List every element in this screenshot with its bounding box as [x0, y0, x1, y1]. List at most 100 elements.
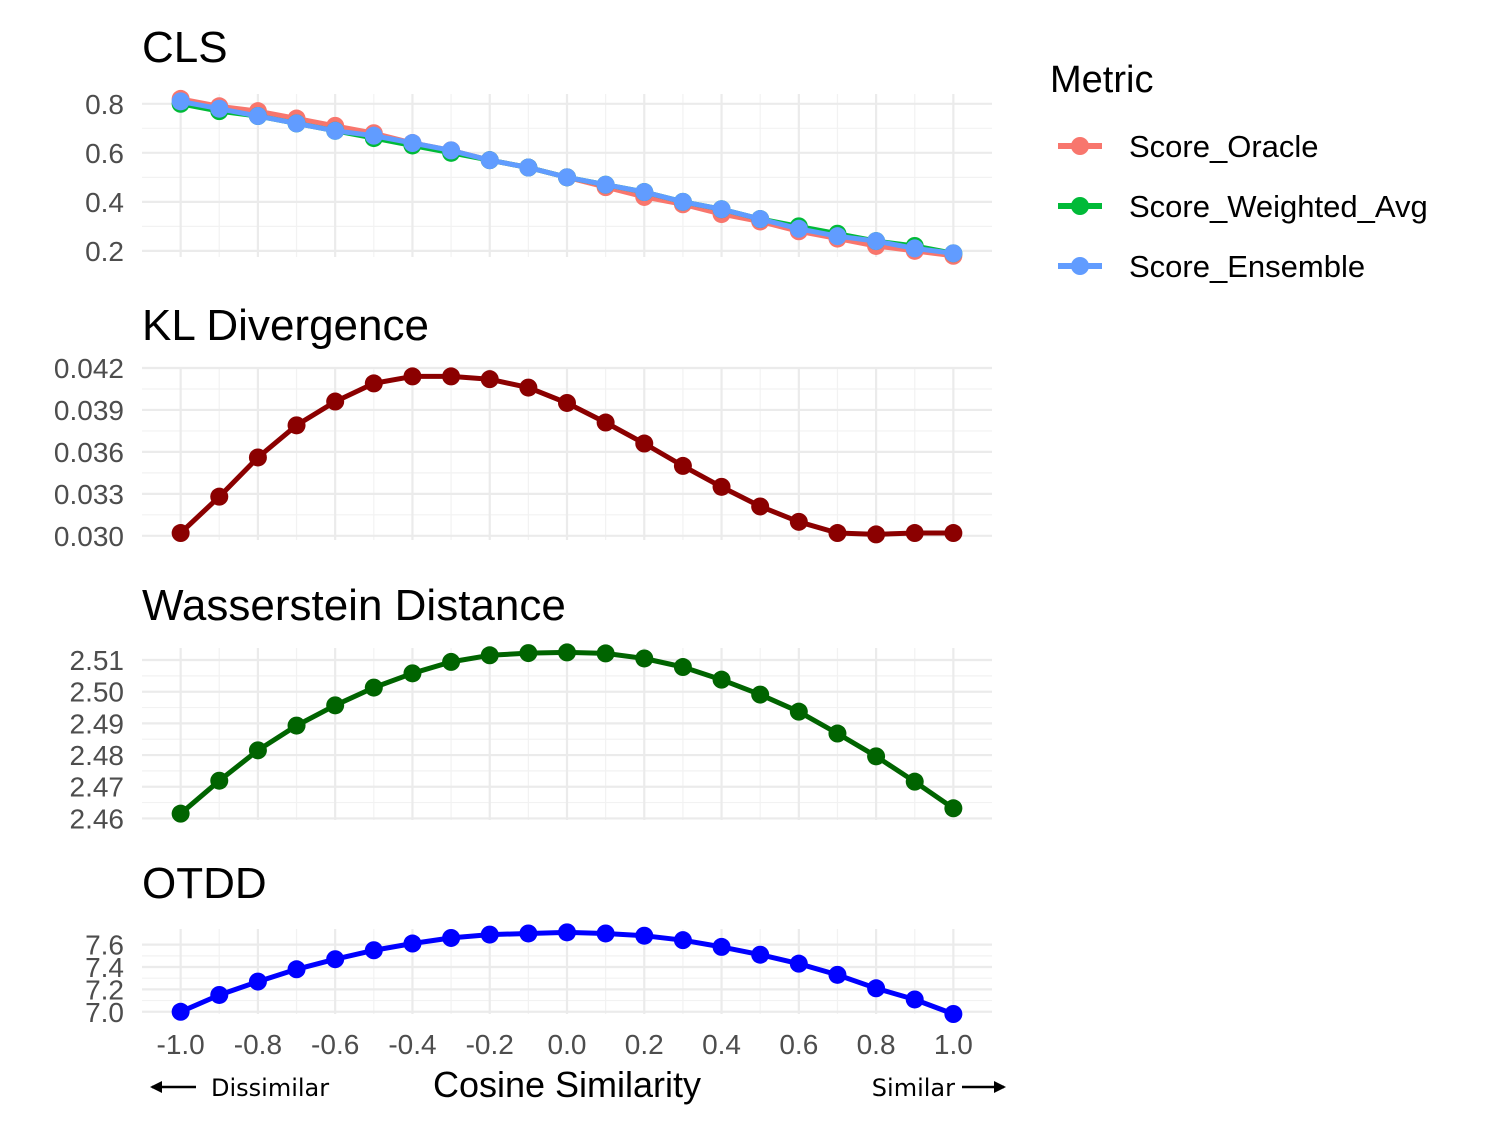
y-tick-label: 7.2 — [85, 974, 124, 1005]
data-point — [364, 678, 383, 697]
data-point — [867, 979, 886, 998]
data-point — [635, 183, 654, 202]
legend-label: Score_Ensemble — [1129, 249, 1365, 284]
x-tick-label: -0.4 — [388, 1029, 436, 1060]
panel-grid — [142, 366, 992, 540]
y-tick-label: 0.030 — [54, 521, 124, 552]
data-point — [558, 393, 576, 412]
data-point — [171, 92, 190, 111]
series-score-ensemble — [171, 92, 963, 263]
data-point — [828, 965, 847, 984]
data-point — [596, 644, 615, 663]
panel-title: CLS — [142, 23, 228, 72]
data-point — [751, 210, 770, 229]
x-tick-label: -0.8 — [234, 1029, 282, 1060]
data-point — [519, 644, 538, 663]
data-point — [558, 168, 576, 187]
data-point — [673, 658, 692, 677]
data-point — [480, 370, 499, 389]
data-point — [248, 972, 267, 991]
data-point — [596, 924, 615, 943]
data-point — [287, 716, 306, 735]
y-tick-label: 2.50 — [70, 677, 125, 708]
data-point — [364, 126, 383, 145]
y-tick-label: 0.4 — [85, 187, 124, 218]
y-tick-label: 2.49 — [70, 708, 125, 739]
data-point — [596, 175, 615, 194]
x-axis: Cosine Similarity — [433, 1064, 701, 1105]
data-point — [403, 664, 422, 683]
data-point — [210, 99, 229, 118]
data-point — [867, 232, 886, 251]
data-point — [867, 747, 886, 766]
x-tick-label: 0.8 — [857, 1029, 896, 1060]
x-tick-label: 0.0 — [548, 1029, 587, 1060]
legend-item-score-weighted-avg: Score_Weighted_Avg — [1058, 189, 1428, 224]
data-point — [480, 925, 499, 944]
x-axis-label: Cosine Similarity — [433, 1064, 701, 1105]
data-point — [442, 367, 461, 386]
series-otdd — [171, 923, 963, 1023]
y-tick-label: 0.2 — [85, 236, 124, 267]
data-point — [210, 771, 229, 790]
data-point — [635, 926, 654, 945]
data-point — [442, 928, 461, 947]
y-tick-label: 0.036 — [54, 437, 124, 468]
legend: Metric Score_Oracle Score_Weighted_Avg S… — [1050, 59, 1428, 284]
data-point — [171, 1002, 190, 1021]
y-tick-label: 2.48 — [70, 740, 125, 771]
y-tick-label: 2.47 — [70, 772, 125, 803]
data-point — [828, 227, 847, 246]
data-point — [712, 200, 731, 219]
legend-item-score-oracle: Score_Oracle — [1058, 129, 1319, 164]
data-point — [635, 649, 654, 668]
y-tick-label: 0.039 — [54, 395, 124, 426]
data-point — [944, 799, 963, 818]
data-point — [905, 524, 924, 543]
data-point — [480, 646, 499, 665]
data-point — [673, 456, 692, 475]
panel-title: Wasserstein Distance — [142, 581, 566, 630]
data-point — [364, 941, 383, 960]
dissimilar-label: Dissimilar — [211, 1074, 329, 1102]
panels-group: CLS 0.2 0.4 0.6 0.8 KL Divergence 0.030 0.033 0.… — [54, 23, 992, 1060]
data-point — [210, 985, 229, 1004]
data-point — [248, 741, 267, 760]
data-point — [635, 434, 654, 453]
panel-grid — [142, 648, 992, 820]
panel-wasserstein-distance: Wasserstein Distance 2.462.472.482.492.50… — [70, 581, 992, 834]
panel-title: KL Divergence — [142, 301, 429, 350]
legend-key-dot — [1071, 257, 1089, 275]
panel-title: OTDD — [142, 859, 267, 908]
data-point — [171, 524, 190, 543]
y-tick-label: 2.51 — [70, 645, 125, 676]
data-point — [403, 934, 422, 953]
data-point — [326, 696, 345, 715]
left-arrowhead-icon — [150, 1081, 162, 1093]
x-tick-label: 0.2 — [625, 1029, 664, 1060]
data-point — [828, 524, 847, 543]
x-tick-label: 1.0 — [934, 1029, 973, 1060]
data-point — [519, 158, 538, 177]
legend-label: Score_Weighted_Avg — [1129, 189, 1428, 224]
panel-otdd: OTDD 7.07.27.47.6 -1.0 -0.8 -0.6 -0.4 -0.2 0.0 0… — [85, 859, 992, 1060]
data-point — [944, 524, 963, 543]
data-point — [789, 512, 808, 531]
data-point — [673, 931, 692, 950]
x-tick-label: -0.2 — [466, 1029, 514, 1060]
data-point — [558, 923, 576, 942]
y-tick-label: 0.6 — [85, 138, 124, 169]
data-point — [905, 772, 924, 791]
y-tick-label: 0.042 — [54, 353, 124, 384]
panel-kl-divergence: KL Divergence 0.030 0.033 0.036 0.039 0.042 — [54, 301, 992, 552]
y-tick-label: 0.033 — [54, 479, 124, 510]
data-point — [789, 954, 808, 973]
data-point — [867, 525, 886, 544]
panel-cls: CLS 0.2 0.4 0.6 0.8 — [85, 23, 992, 267]
series-kl-divergence — [171, 367, 963, 544]
data-point — [519, 924, 538, 943]
direction-annotations: Dissimilar Similar — [150, 1074, 1006, 1102]
data-point — [480, 151, 499, 170]
data-point — [210, 487, 229, 506]
